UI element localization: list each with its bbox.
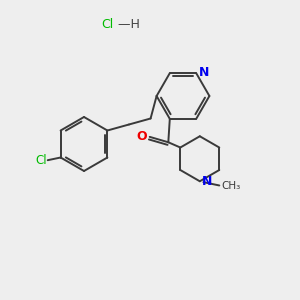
Text: N: N — [202, 175, 213, 188]
Text: —H: —H — [114, 17, 140, 31]
Text: Cl: Cl — [35, 154, 46, 167]
Text: CH₃: CH₃ — [221, 181, 241, 191]
Text: N: N — [199, 66, 209, 79]
Text: O: O — [137, 130, 147, 143]
Text: Cl: Cl — [102, 17, 114, 31]
